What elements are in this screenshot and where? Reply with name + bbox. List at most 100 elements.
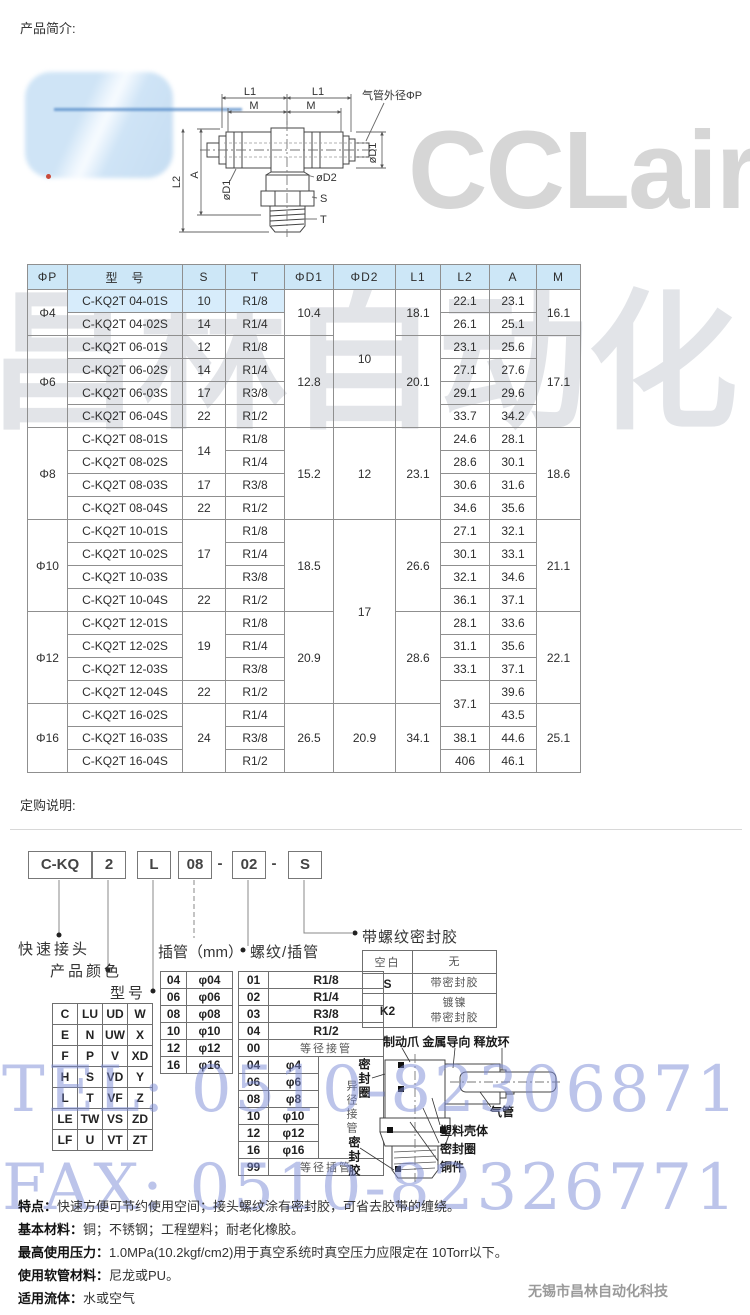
spec-cell: C-KQ2T 04-01S (67, 289, 183, 313)
color-cell: V (102, 1045, 128, 1067)
spec-row: C-KQ2T 06-04S 22 R1/2 33.7 34.2 (28, 404, 581, 428)
spec-row: C-KQ2T 08-02S R1/4 28.6 30.1 (28, 450, 581, 474)
thread-side-label: 异径接管 (318, 1056, 384, 1159)
thread-row: 04 φ4 异径接管 (238, 1056, 384, 1159)
spec-cell: 26.6 (395, 519, 441, 612)
note-line: 使用软管材料：尼龙或PU。 (18, 1269, 734, 1282)
spec-cell: 32.1 (489, 519, 537, 543)
dim-l2: L2 (171, 176, 183, 188)
spec-cell: R1/2 (225, 749, 285, 773)
dim-d2: øD2 (316, 172, 337, 184)
dim-l1-right: L1 (312, 86, 324, 98)
thread-size-table: 01 R1/8 02 R1/4 03 R3/8 04 R1/2 00 等径接管 04 φ4 异径接管 06… (238, 971, 384, 1176)
spec-table: ΦP 型 号 S T ΦD1 ΦD2 L1 L2 A M Φ4 C-KQ2T 04-01S 10 R1/8… (27, 264, 581, 773)
spec-cell: 22 (182, 588, 226, 612)
color-cell: F (52, 1045, 78, 1067)
spec-cell: 43.5 (489, 703, 537, 727)
spec-cell: 33.6 (489, 611, 537, 635)
thread-code: 02 (238, 988, 269, 1006)
spec-cell: 28.6 (395, 611, 441, 704)
tube-cell: 12 (160, 1039, 187, 1057)
spec-cell: 14 (182, 358, 226, 382)
spec-row: Φ4 C-KQ2T 04-01S 10 R1/8 10.4 10 18.1 22.1 23.1 1… (27, 289, 581, 428)
spec-cell: R1/8 (225, 611, 285, 635)
spec-cell: 30.1 (489, 450, 537, 474)
note-text: 水或空气 (83, 1291, 136, 1306)
thread-code: 00 (238, 1039, 269, 1057)
spec-cell: R3/8 (225, 726, 285, 750)
seal-row: K2 镀镍 带密封胶 (362, 993, 497, 1028)
tube-cell: φ10 (186, 1022, 233, 1040)
color-cell: UW (102, 1024, 128, 1046)
color-cell: VD (102, 1066, 128, 1088)
note-label: 基本材料： (18, 1222, 84, 1237)
assembly-glue-label: 密封胶 (347, 1136, 361, 1178)
spec-cell: 28.1 (489, 427, 537, 451)
note-text: 尼龙或PU。 (109, 1268, 180, 1283)
spec-cell: 28.1 (440, 611, 490, 635)
spec-cell: 37.1 (489, 588, 537, 612)
spec-cell: 24 (182, 703, 226, 773)
spec-cell: 32.1 (440, 565, 490, 589)
color-cell: VS (102, 1108, 128, 1130)
spec-cell: R1/8 (225, 427, 285, 451)
tube-size-table: 04 φ04 06 φ06 08 φ08 10 φ10 12 φ12 16 φ16 (160, 971, 233, 1074)
spec-col-header: M (536, 264, 581, 290)
spec-col-header: ΦD1 (284, 264, 334, 290)
spec-col-header: T (225, 264, 285, 290)
spec-cell: 22.1 (536, 611, 581, 704)
tube-row: 16 φ16 (160, 1056, 233, 1074)
color-cell: T (77, 1087, 103, 1109)
spec-cell: R1/8 (225, 289, 285, 313)
spec-cell: R1/4 (225, 312, 285, 336)
spec-cell: 31.6 (489, 473, 537, 497)
spec-cell: Φ10 (27, 519, 68, 612)
spec-cell: C-KQ2T 06-03S (67, 381, 183, 405)
code-dash: - (271, 855, 277, 872)
spec-cell: 17.1 (536, 335, 581, 428)
spec-cell: R1/2 (225, 496, 285, 520)
thread-row: 99 等径插管 (238, 1158, 384, 1176)
tube-cell: 10 (160, 1022, 187, 1040)
spec-cell: 20.9 (284, 611, 334, 704)
spec-cell: 18.6 (536, 427, 581, 520)
spec-cell: C-KQ2T 06-04S (67, 404, 183, 428)
spec-cell: 22.1 (440, 289, 490, 313)
color-cell: LU (77, 1003, 103, 1025)
note-label: 最高使用压力： (18, 1245, 110, 1260)
color-cell: XD (127, 1045, 153, 1067)
spec-cell: 23.1 (395, 427, 441, 520)
callout-quick-connector: 快速接头 (18, 941, 91, 958)
thread-code: 04 (238, 1056, 269, 1074)
thread-code: 03 (238, 1005, 269, 1023)
dim-a: A (189, 171, 201, 179)
thread-value: 等径插管 (268, 1158, 384, 1176)
thread-table-wrap: 01 R1/8 02 R1/4 03 R3/8 04 R1/2 00 等径接管 04 φ4 异径接管 06… (238, 971, 384, 1176)
thread-code: 06 (238, 1073, 269, 1091)
spec-cell: 21.1 (536, 519, 581, 612)
note-label: 使用软管材料： (18, 1268, 110, 1283)
divider (10, 829, 742, 830)
color-cell: VT (102, 1129, 128, 1151)
color-cell: H (52, 1066, 78, 1088)
color-cell: W (127, 1003, 153, 1025)
thread-code: 16 (238, 1141, 269, 1159)
note-line: 最高使用压力：1.0MPa(10.2kgf/cm2)用于真空系统时真空压力应限定… (18, 1246, 734, 1259)
spec-col-header: 型 号 (67, 264, 183, 290)
spec-table-wrap: ΦP 型 号 S T ΦD1 ΦD2 L1 L2 A M Φ4 C-KQ2T 04-01S 10 R1/8… (27, 264, 581, 773)
code-leader-lines (56, 880, 358, 994)
tube-cell: φ06 (186, 988, 233, 1006)
callout-model: 型号 (110, 985, 147, 1002)
spec-cell: 44.6 (489, 726, 537, 750)
spec-row: Φ12 C-KQ2T 12-01S 19 R1/8 20.9 28.6 28.1 33.6 22… (27, 611, 581, 704)
spec-cell: 35.6 (489, 496, 537, 520)
technical-drawing: L1 L1 M M 气管外径ΦP øD1 øD1 øD2 S T A L2 (171, 86, 422, 237)
spec-cell: R3/8 (225, 473, 285, 497)
color-table-wrap: C LU UD W E N UW X F P V XD H S VD Y L T VF Z LE TW VS ZD LF U VT Z… (52, 1003, 153, 1151)
spec-cell: 25.1 (489, 312, 537, 336)
color-cell: S (77, 1066, 103, 1088)
spec-col-header: A (489, 264, 537, 290)
spec-cell: R1/2 (225, 680, 285, 704)
spec-cell: 10 (333, 289, 396, 428)
